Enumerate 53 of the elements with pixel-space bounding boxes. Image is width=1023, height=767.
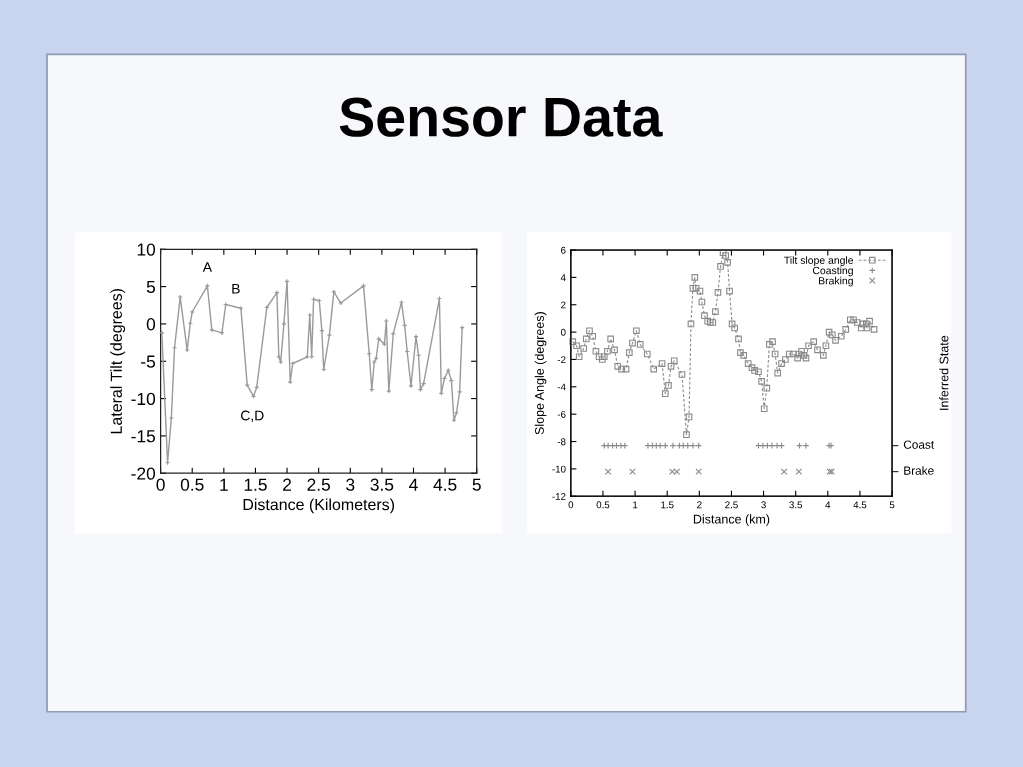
- legend-label: Braking: [819, 276, 853, 287]
- x-tick-label: 2.5: [307, 478, 330, 491]
- text: Coast: [903, 440, 935, 449]
- x-tick-label: 0.5: [180, 478, 204, 491]
- x-tick-label: 2: [697, 501, 702, 509]
- y-tick-label: -12: [552, 492, 566, 500]
- x-tick-label: 1.5: [244, 478, 267, 491]
- y-axis-title: Lateral Tilt (degrees): [110, 289, 126, 434]
- legend-label: Coasting: [812, 266, 853, 277]
- y-tick-label: -10: [131, 392, 156, 406]
- x-tick-label: 4: [409, 478, 418, 491]
- x-tick-label: 5: [889, 501, 895, 509]
- y-tick-label: 5: [146, 280, 156, 294]
- y-tick-label: -6: [557, 410, 566, 418]
- x-tick-label: 0: [568, 501, 574, 509]
- x-tick-label: 5: [472, 478, 481, 491]
- chart-title: Sensor Data: [339, 97, 663, 137]
- legend-label: Tilt slope angle: [784, 256, 854, 266]
- y-tick-label: 4: [560, 274, 566, 281]
- y-tick-label: -4: [557, 383, 566, 391]
- x-tick-label: 2: [283, 478, 292, 491]
- x-tick-label: 4.5: [853, 501, 867, 509]
- x-tick-label: 4: [825, 501, 831, 509]
- x-tick-label: 3.5: [370, 478, 394, 491]
- y-tick-label: -5: [141, 355, 156, 368]
- y-tick-label: -8: [557, 438, 566, 446]
- annotation: A: [202, 262, 212, 272]
- x-tick-label: 4.5: [433, 478, 457, 491]
- x-tick-label: 1.5: [661, 501, 674, 509]
- x-tick-label: 1: [633, 501, 638, 509]
- x-tick-label: 1: [220, 478, 228, 491]
- y-tick-label: -20: [131, 467, 156, 480]
- x-tick-label: 3: [761, 501, 766, 509]
- y-tick-label: 6: [561, 246, 566, 254]
- y-tick-label: -2: [557, 356, 566, 363]
- x-tick-label: 2.5: [725, 501, 738, 509]
- y-tick-label: 10: [137, 243, 156, 256]
- y-tick-label: -15: [131, 430, 156, 443]
- x-tick-label: 0: [156, 478, 165, 491]
- x-tick-label: 3: [346, 478, 355, 491]
- y-tick-label: -10: [552, 465, 566, 473]
- x-tick-label: 0.5: [596, 501, 610, 509]
- annotation: C,D: [241, 410, 264, 423]
- y-tick-label: 0: [146, 318, 156, 331]
- text: Brake: [904, 466, 934, 475]
- x-tick-label: 3.5: [789, 501, 803, 509]
- y-tick-label: 2: [561, 301, 566, 309]
- y2-axis-title: Inferred State: [939, 335, 949, 410]
- annotation: B: [232, 283, 240, 294]
- x-axis-title: Distance (km): [693, 514, 770, 526]
- y-axis-title: Slope Angle (degrees): [534, 312, 547, 435]
- y-tick-label: 0: [560, 328, 566, 336]
- x-axis-title: Distance (Kilometers): [243, 498, 395, 514]
